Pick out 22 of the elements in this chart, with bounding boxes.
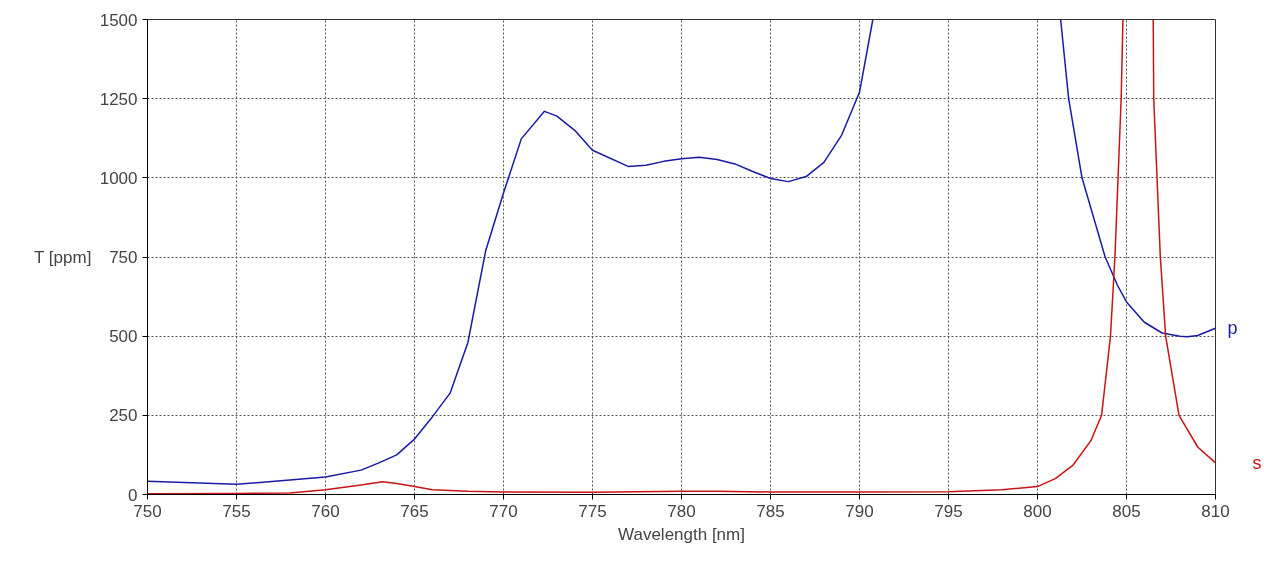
- y-tick-label: 250: [109, 406, 138, 426]
- y-tick-label: 1000: [99, 168, 138, 188]
- x-tick-label: 790: [845, 501, 874, 521]
- y-tick-label: 500: [109, 327, 138, 347]
- x-tick-label: 785: [756, 501, 785, 521]
- x-tick-label: 810: [1201, 501, 1230, 521]
- x-tick-label: 800: [1023, 501, 1052, 521]
- x-tick-label: 770: [489, 501, 518, 521]
- y-axis-title: T [ppm]: [34, 247, 92, 267]
- x-axis-title: Wavelength [nm]: [618, 524, 745, 544]
- x-tick-label: 780: [667, 501, 696, 521]
- x-tick-label: 805: [1112, 501, 1141, 521]
- y-tick-label: 1500: [99, 10, 138, 30]
- x-tick-label: 760: [311, 501, 340, 521]
- x-tick-label: 795: [934, 501, 963, 521]
- text: s: [1252, 452, 1262, 473]
- y-tick-label: 750: [109, 248, 138, 267]
- y-tick-label: 1250: [99, 89, 138, 109]
- x-tick-label: 775: [578, 501, 607, 521]
- series-label: p: [1227, 318, 1238, 339]
- x-tick-label: 755: [222, 501, 251, 521]
- x-tick-label: 765: [400, 501, 429, 521]
